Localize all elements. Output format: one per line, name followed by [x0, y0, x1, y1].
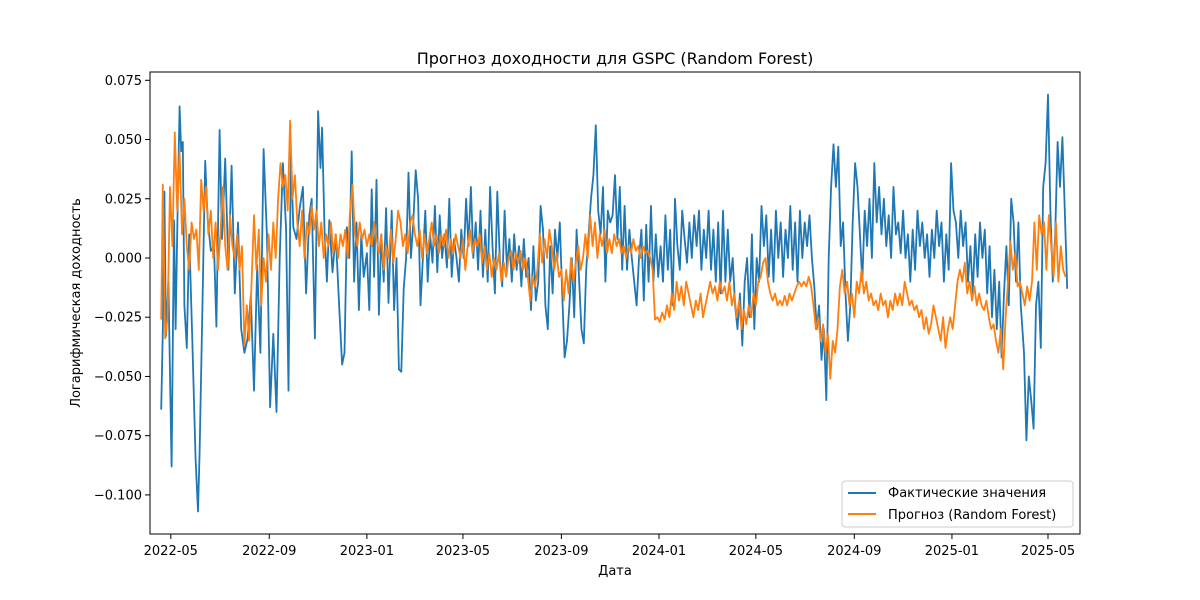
- x-tick-label: 2022-09: [242, 544, 296, 559]
- legend-box: [841, 480, 1074, 528]
- legend: Фактические значения Прогноз (Random For…: [841, 480, 1074, 528]
- legend-label-forecast: Прогноз (Random Forest): [888, 508, 1056, 523]
- y-axis: 0.075 0.050 0.025 0.000 −0.025 −0.050 −0.075 −0…: [94, 74, 150, 503]
- y-axis-label: Логарифмическая доходность: [69, 198, 84, 408]
- x-tick-label: 2022-05: [144, 544, 198, 559]
- series-layer: [160, 93, 1069, 513]
- x-tick-label: 2023-09: [534, 544, 588, 559]
- series-line-actual: [160, 93, 1069, 513]
- axes-frame: [149, 71, 1081, 535]
- x-tick-label: 2025-05: [1021, 544, 1075, 559]
- y-tick-label: −0.025: [94, 311, 142, 326]
- x-axis-label: Дата: [598, 564, 632, 579]
- y-tick-label: −0.050: [94, 370, 142, 385]
- y-tick-label: 0.000: [105, 251, 142, 266]
- y-tick-label: 0.025: [105, 192, 142, 207]
- x-tick-label: 2024-05: [729, 544, 783, 559]
- x-tick-label: 2023-01: [340, 544, 394, 559]
- y-tick-label: 0.075: [105, 74, 142, 89]
- x-tick-label: 2024-09: [827, 544, 881, 559]
- x-tick-label: 2023-05: [436, 544, 490, 559]
- y-tick-label: 0.050: [105, 133, 142, 148]
- series-line-forecast: [160, 119, 1067, 380]
- plot-area: [149, 71, 1081, 535]
- x-tick-label: 2024-01: [632, 544, 686, 559]
- legend-label-actual: Фактические значения: [888, 486, 1046, 501]
- y-tick-label: −0.075: [94, 429, 142, 444]
- chart-title: Прогноз доходности для GSPC (Random Fore…: [417, 49, 814, 68]
- x-axis: 2022-05 2022-09 2023-01 2023-05 2023-09 2024-…: [144, 534, 1075, 559]
- x-tick-label: 2025-01: [925, 544, 979, 559]
- y-tick-label: −0.100: [94, 488, 142, 503]
